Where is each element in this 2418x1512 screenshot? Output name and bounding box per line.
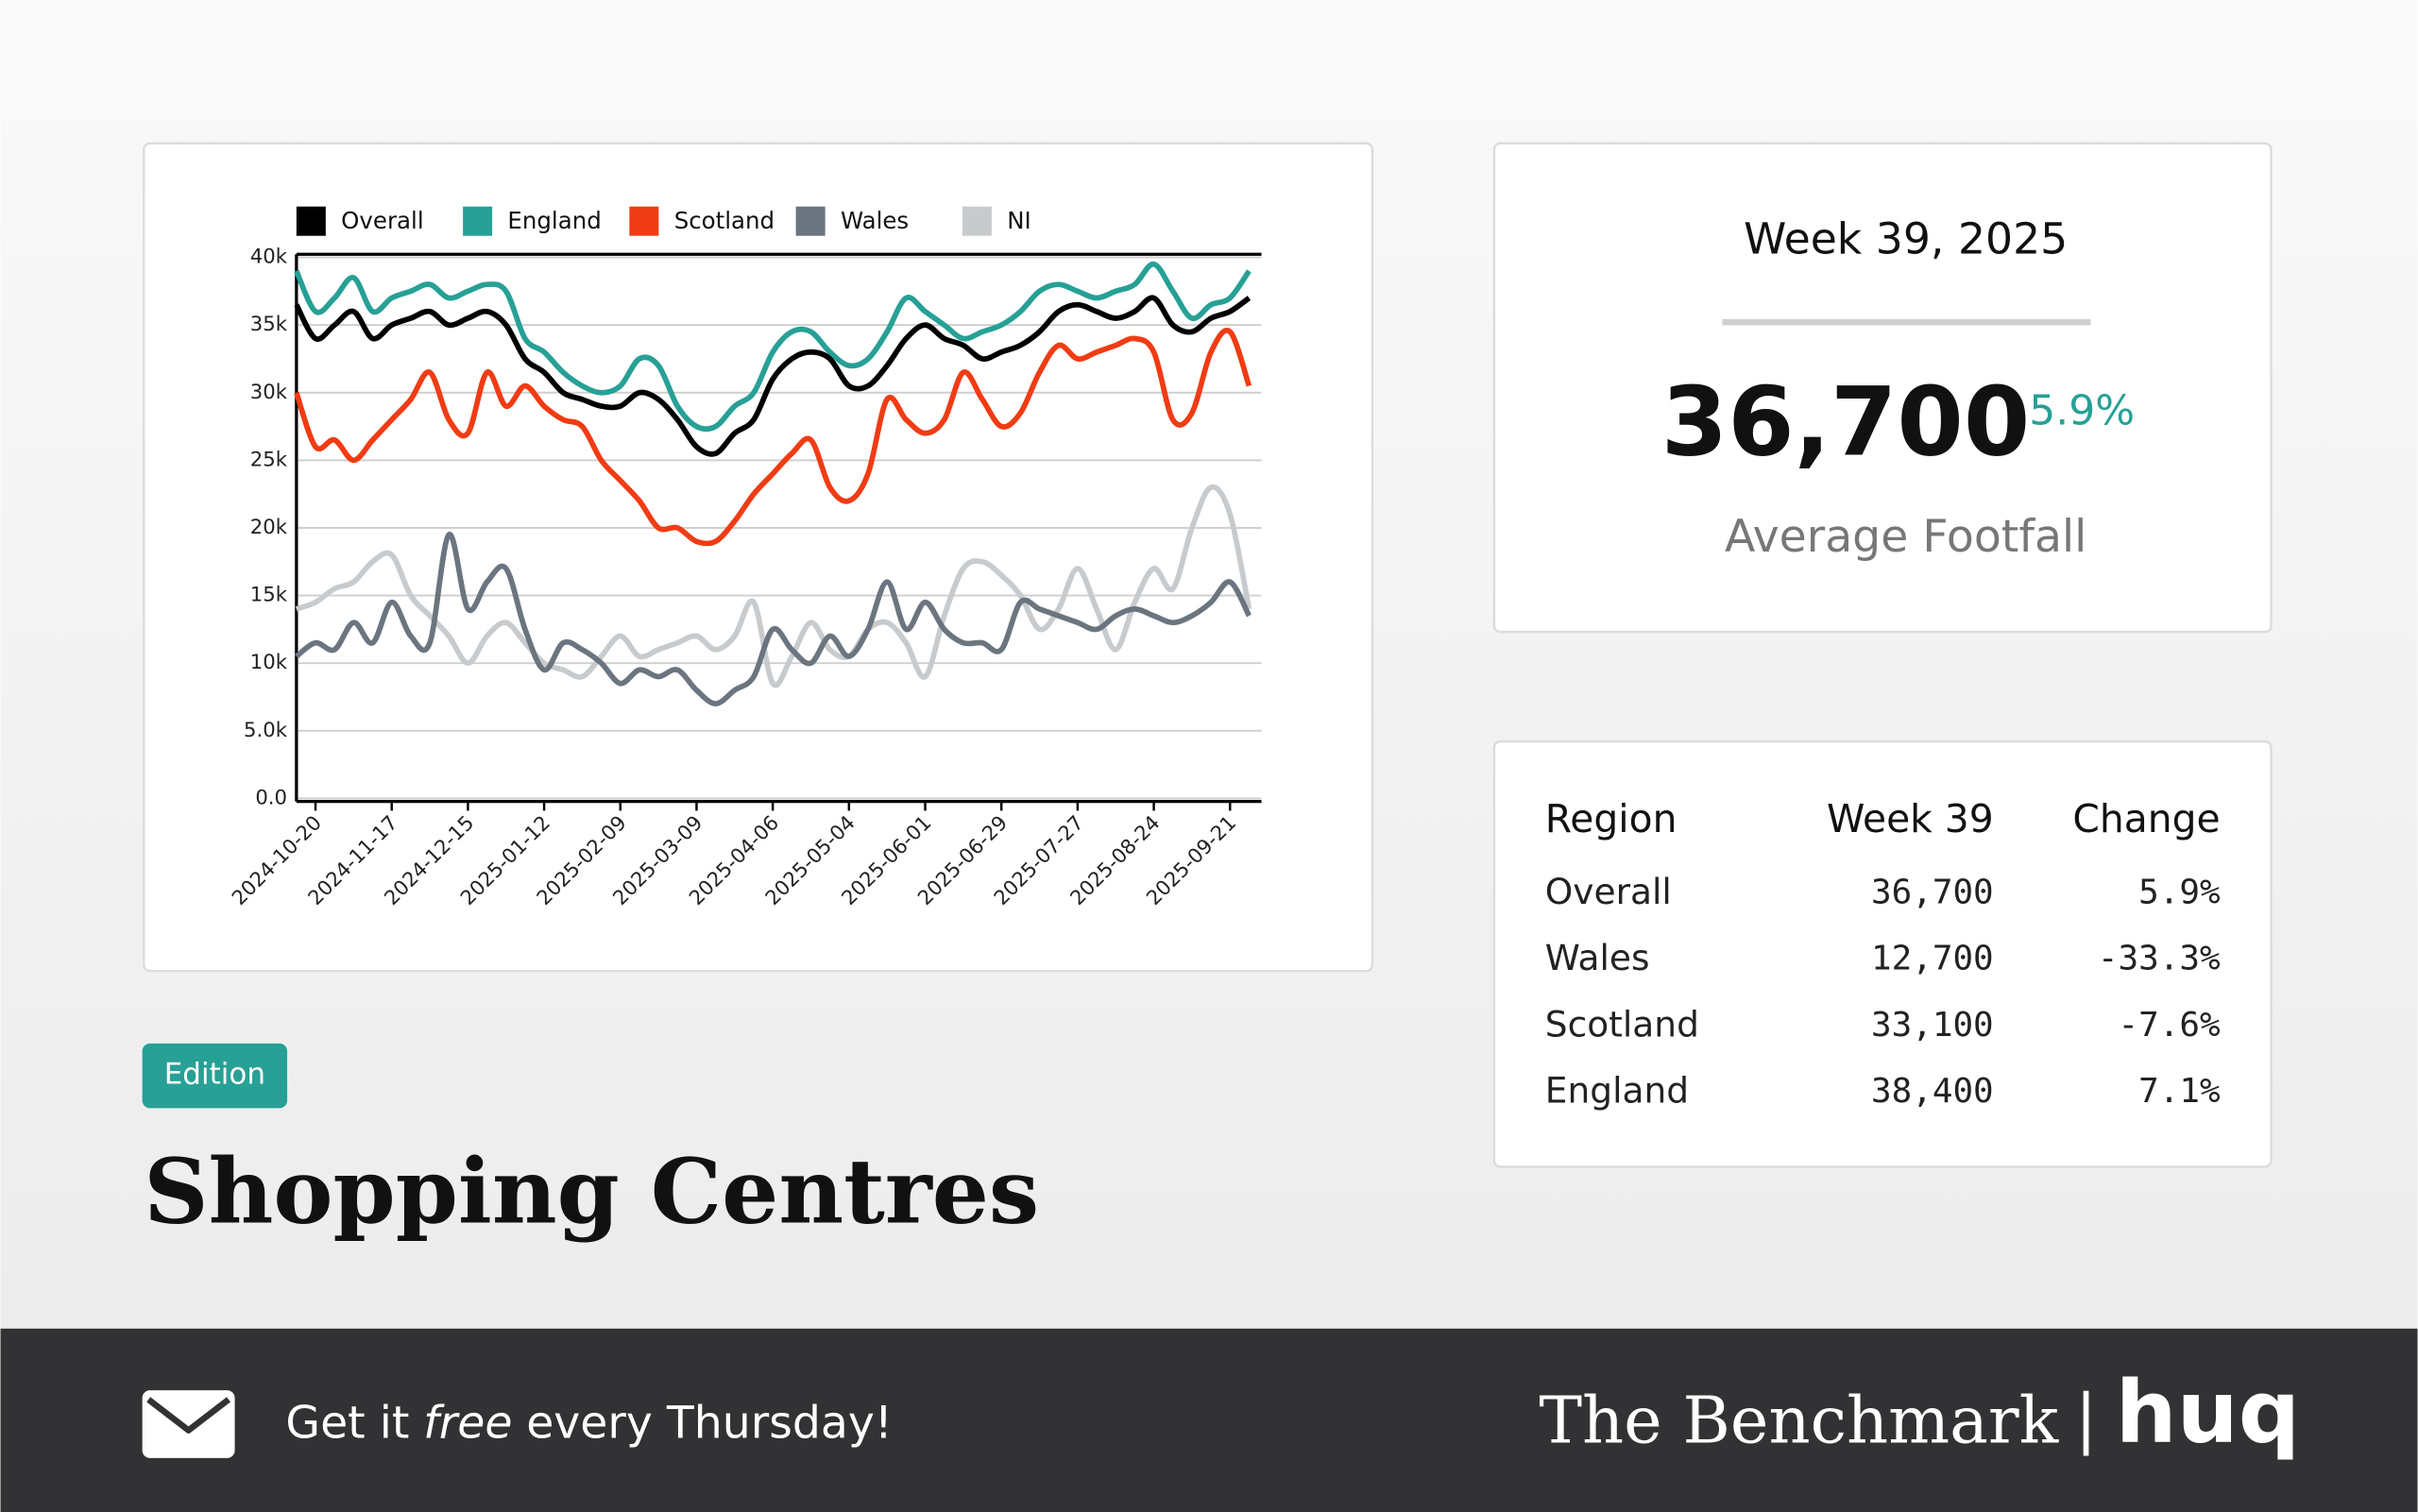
stat-change: 5.9% [2029, 386, 2135, 434]
table-cell: 33,100 [1871, 1006, 1994, 1045]
stat-card [1492, 142, 2273, 634]
table-header: Region [1545, 796, 1677, 841]
table-cell: Wales [1545, 937, 1650, 978]
series-line [295, 484, 1252, 688]
table-header: Week 39 [1827, 796, 1994, 841]
stat-period: Week 39, 2025 [1744, 214, 2068, 264]
table-cell: 36,700 [1871, 874, 1994, 912]
legend-label: England [507, 207, 601, 234]
table-header: Change [2072, 796, 2220, 841]
legend-swatch [296, 206, 326, 236]
series-line [294, 328, 1252, 547]
series-line [295, 532, 1252, 706]
tagline-emphasis: free [423, 1398, 512, 1450]
y-tick-label: 20k [250, 516, 288, 539]
page-title: Shopping Centres [144, 1140, 1039, 1245]
y-tick-label: 5.0k [244, 719, 288, 742]
stat-value: 36,700 [1661, 366, 2030, 478]
stat-label: Average Footfall [1725, 511, 2086, 563]
table-card [1492, 739, 2273, 1168]
tagline: Get it free every Thursday! [285, 1398, 892, 1450]
tagline-part: every Thursday! [526, 1398, 893, 1450]
table-cell: -33.3% [2098, 940, 2221, 978]
tagline-part: Get it [285, 1398, 409, 1450]
table-cell: Overall [1545, 871, 1672, 912]
y-tick-label: 10k [250, 651, 288, 674]
y-tick-label: 35k [250, 313, 288, 336]
logo: huq [2116, 1361, 2301, 1462]
legend-swatch [629, 206, 659, 236]
series-line [294, 295, 1252, 457]
brand: The Benchmark [1539, 1384, 2058, 1459]
footer [0, 1328, 2418, 1512]
y-tick-label: 15k [250, 584, 288, 607]
table-cell: 5.9% [2138, 874, 2221, 912]
table: Region Week 39 Change Overall 36,700 5.9% Wale… [1545, 796, 2221, 1112]
legend-label: Scotland [674, 207, 775, 234]
table-cell: Scotland [1545, 1003, 1699, 1045]
legend-swatch [463, 206, 493, 236]
brand-separator: | [2075, 1381, 2097, 1456]
table-cell: 7.1% [2138, 1072, 2221, 1111]
legend-label: Overall [341, 207, 423, 234]
y-tick-label: 0.0 [255, 786, 287, 809]
legend-swatch [962, 206, 992, 236]
mail-icon [142, 1390, 235, 1458]
table-cell: England [1545, 1070, 1689, 1112]
series-line [294, 261, 1252, 433]
y-tick-label: 30k [250, 381, 288, 404]
legend-label: Wales [841, 207, 909, 234]
edition-label: Edition [164, 1058, 265, 1092]
y-tick-label: 40k [250, 246, 288, 269]
edition-badge [142, 1043, 288, 1109]
legend-label: NI [1007, 207, 1031, 234]
table-cell: -7.6% [2119, 1006, 2221, 1045]
legend-swatch [795, 206, 826, 236]
table-cell: 12,700 [1871, 940, 1994, 978]
table-cell: 38,400 [1871, 1072, 1994, 1111]
y-tick-label: 25k [250, 448, 288, 471]
